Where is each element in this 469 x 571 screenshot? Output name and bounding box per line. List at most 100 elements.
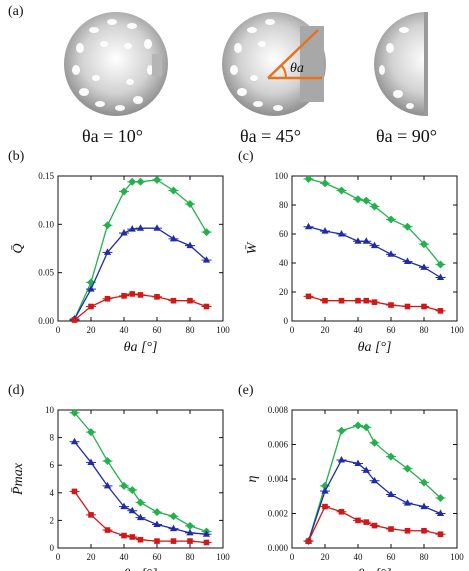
x-tick-label: 80 [420,325,430,335]
point-square [121,532,127,539]
point-triangle [321,487,329,494]
point-diamond [362,196,371,205]
point-triangle [436,273,445,280]
series-line-red [307,505,441,542]
point-triangle [387,490,395,498]
point-diamond [337,426,346,435]
point-diamond [153,175,161,184]
point-triangle [87,285,95,292]
y-axis-label: W̄ [245,241,260,254]
point-diamond [387,215,395,224]
sphere-icon-10 [64,12,168,116]
point-triangle [186,528,194,536]
point-triangle [362,237,370,244]
y-tick-label: 60 [279,229,289,239]
panel-a-label: (a) [8,4,24,19]
point-diamond [337,186,346,195]
sphere-icon-90 [374,12,428,116]
caption-theta-90: θa = 90° [376,126,437,146]
point-triangle [169,524,178,532]
panel-c-label: (c) [238,149,254,164]
point-triangle [337,456,346,463]
y-tick-label: 0.002 [268,509,288,519]
point-diamond [136,177,145,186]
point-square [371,522,378,529]
x-tick-label: 100 [216,552,230,562]
series-line-green [73,179,208,320]
point-triangle [103,248,112,255]
point-square [137,536,144,543]
point-triangle [120,229,128,236]
point-square [203,539,210,546]
point-diamond [136,498,145,507]
y-axis-label: Q̄ [11,243,26,253]
series-line-green [308,178,442,265]
series-line-blue [73,441,207,535]
point-diamond [354,421,362,430]
point-triangle [420,263,428,270]
y-tick-label: 0.004 [268,474,289,484]
point-diamond [186,521,194,530]
point-triangle [202,530,211,537]
point-diamond [87,428,95,437]
x-tick-label: 40 [120,552,130,562]
point-triangle [128,506,136,514]
point-diamond [304,174,313,183]
y-tick-label: 8 [50,433,55,443]
point-diamond [403,464,412,473]
point-triangle [128,225,136,232]
y-tick-label: 0.00 [38,316,54,326]
point-diamond [362,423,371,432]
y-tick-label: 0.006 [268,440,289,450]
x-tick-label: 20 [87,552,97,562]
point-triangle [153,224,161,231]
x-tick-label: 100 [216,325,230,335]
point-triangle [387,250,395,257]
point-triangle [370,241,379,249]
y-tick-label: 80 [279,200,289,210]
point-square [437,531,444,537]
point-diamond [321,179,329,188]
point-triangle [321,227,329,234]
point-square [404,527,411,534]
point-diamond [103,221,112,230]
point-square [437,308,444,314]
theta-a-annotation: θa [290,61,304,76]
point-square [187,297,193,304]
y-tick-label: 6 [50,460,55,470]
x-tick-label: 0 [290,325,295,335]
y-axis-label: P̄max [11,462,26,496]
panel-d-label: (d) [8,383,25,398]
x-axis-label: θa [°] [124,340,158,355]
point-diamond [128,177,137,186]
chart-b: (b) 0 20 40 60 80 100 0.00 0.05 0.10 0.15 θa [°] Q̄ [8,149,230,355]
point-diamond [120,187,128,196]
panel-e-label: (e) [238,383,254,398]
point-square [154,294,160,300]
sphere-icon-45: θa [222,12,326,116]
point-triangle [70,437,79,445]
x-tick-label: 60 [387,552,397,562]
point-square [305,538,312,544]
y-tick-label: 0.10 [38,219,54,229]
y-tick-label: 4 [50,488,55,498]
point-square [355,297,361,304]
point-triangle [304,222,313,230]
series-line-blue [308,226,441,279]
point-square [187,538,193,544]
plot-frame [57,409,224,549]
x-tick-label: 20 [87,325,97,335]
point-triangle [362,466,370,473]
series-line-red [73,491,207,544]
caption-theta-10: θa = 10° [82,126,143,146]
x-tick-label: 60 [153,325,163,335]
point-square [88,303,94,310]
point-diamond [436,260,445,269]
point-diamond [420,478,428,487]
x-tick-label: 80 [186,552,196,562]
point-diamond [103,457,112,466]
point-square [203,303,210,310]
chart-c: (c) 0 20 40 60 80 100 0 20 40 60 80 100 θa [°] W̄ [238,149,464,355]
point-square [363,297,370,304]
